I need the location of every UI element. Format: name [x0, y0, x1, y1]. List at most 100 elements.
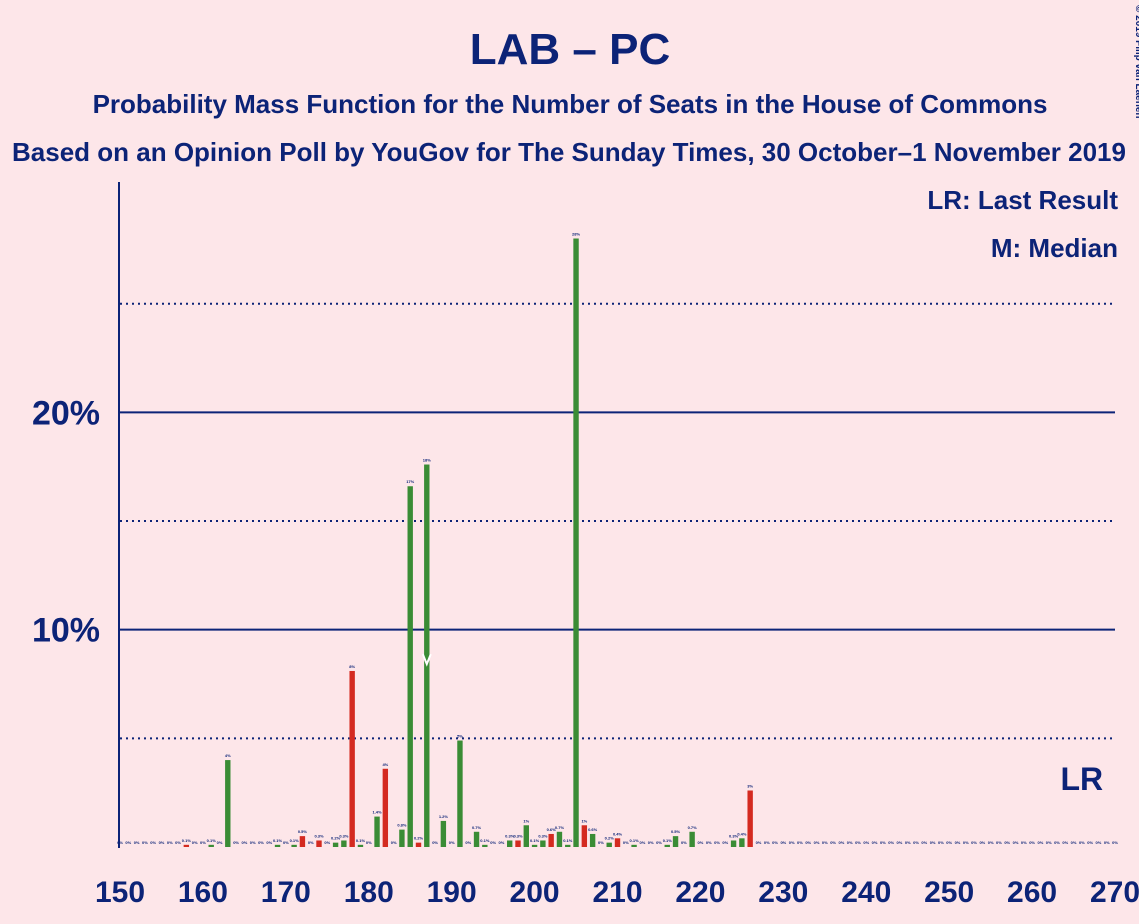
value-label: 3%	[747, 783, 753, 788]
value-label: 0%	[623, 840, 629, 845]
value-label: 0%	[838, 840, 844, 845]
value-label: 0.2%	[331, 836, 341, 841]
value-label: 0%	[250, 840, 256, 845]
bar	[183, 844, 190, 847]
value-label: 0.1%	[290, 838, 300, 843]
value-label: 0%	[1046, 840, 1052, 845]
bar	[291, 844, 297, 847]
bar	[382, 768, 389, 847]
value-label: 0%	[706, 840, 712, 845]
bar	[440, 820, 447, 847]
value-label: 0.6%	[588, 827, 598, 832]
value-label: 0.3%	[314, 833, 324, 838]
value-label: 0%	[921, 840, 927, 845]
x-tick-label: 150	[95, 876, 145, 909]
bar	[581, 825, 588, 847]
bar	[208, 844, 214, 847]
value-label: 0%	[142, 840, 148, 845]
value-label: 0%	[872, 840, 878, 845]
bar	[399, 829, 405, 847]
bar	[565, 844, 571, 847]
value-label: 0.3%	[505, 833, 515, 838]
value-label: 0%	[897, 840, 903, 845]
bar	[531, 844, 538, 847]
value-label: 0%	[1096, 840, 1102, 845]
value-label: 0.1%	[356, 838, 366, 843]
value-label: 0%	[946, 840, 952, 845]
bar	[457, 740, 463, 847]
value-label: 0%	[963, 840, 969, 845]
value-label: 0.3%	[538, 833, 548, 838]
value-label: 0.5%	[671, 829, 681, 834]
value-label: 0%	[639, 840, 645, 845]
value-label: 0.7%	[688, 825, 698, 830]
bar	[747, 790, 753, 847]
value-label: 0%	[499, 840, 505, 845]
bar	[225, 760, 231, 847]
value-label: 1.4%	[372, 810, 382, 815]
x-tick-label: 230	[758, 876, 808, 909]
value-label: 0%	[822, 840, 828, 845]
value-label: 0.2%	[605, 836, 615, 841]
chart-subtitle: Based on an Opinion Poll by YouGov for T…	[12, 137, 1126, 167]
bar	[548, 833, 554, 847]
value-label: 0%	[830, 840, 836, 845]
value-label: 0%	[797, 840, 803, 845]
value-label: 0%	[217, 840, 223, 845]
value-label: 0%	[366, 840, 372, 845]
value-label: 0%	[955, 840, 961, 845]
value-label: 0%	[1054, 840, 1060, 845]
value-label: 0%	[159, 840, 165, 845]
value-label: 0%	[880, 840, 886, 845]
bar	[274, 844, 281, 847]
x-tick-label: 160	[178, 876, 228, 909]
bar	[664, 844, 670, 847]
x-tick-label: 260	[1007, 876, 1057, 909]
value-label: 0.6%	[547, 827, 557, 832]
value-label: 0%	[656, 840, 662, 845]
bar	[507, 840, 513, 847]
bar	[473, 831, 480, 847]
value-label: 0%	[150, 840, 156, 845]
value-label: 0%	[714, 840, 720, 845]
value-label: 0%	[996, 840, 1002, 845]
value-label: 4%	[382, 762, 388, 767]
bar	[374, 816, 380, 847]
bar	[573, 238, 579, 847]
value-label: 0%	[855, 840, 861, 845]
value-label: 18%	[423, 458, 431, 463]
x-tick-label: 270	[1090, 876, 1139, 909]
bar	[672, 836, 679, 847]
value-label: 0.3%	[729, 833, 739, 838]
value-label: 0.1%	[480, 838, 490, 843]
value-label: 0%	[117, 840, 123, 845]
value-label: 1.2%	[439, 814, 449, 819]
value-label: 0%	[1112, 840, 1118, 845]
value-label: 0.7%	[555, 825, 565, 830]
legend-entry: M: Median	[991, 233, 1118, 263]
value-label: 0%	[258, 840, 264, 845]
value-label: 0%	[432, 840, 438, 845]
value-label: 0%	[490, 840, 496, 845]
legend-entry: LR: Last Result	[927, 185, 1118, 215]
value-label: 0%	[681, 840, 687, 845]
value-label: 0%	[913, 840, 919, 845]
value-label: 0%	[988, 840, 994, 845]
value-label: 0.4%	[737, 831, 747, 836]
value-label: 4%	[225, 753, 231, 758]
value-label: 0%	[814, 840, 820, 845]
value-label: 0.3%	[513, 833, 523, 838]
bar	[631, 844, 637, 847]
value-label: 0%	[192, 840, 198, 845]
value-label: 0%	[1087, 840, 1093, 845]
value-label: 1%	[523, 818, 529, 823]
value-label: 0.1%	[663, 838, 673, 843]
value-label: 0%	[979, 840, 985, 845]
value-label: 0%	[847, 840, 853, 845]
value-label: 0%	[1079, 840, 1085, 845]
value-label: 0%	[888, 840, 894, 845]
value-label: 0.5%	[298, 829, 308, 834]
value-label: 0%	[789, 840, 795, 845]
value-label: 0%	[465, 840, 471, 845]
y-tick-label: 10%	[32, 612, 100, 650]
